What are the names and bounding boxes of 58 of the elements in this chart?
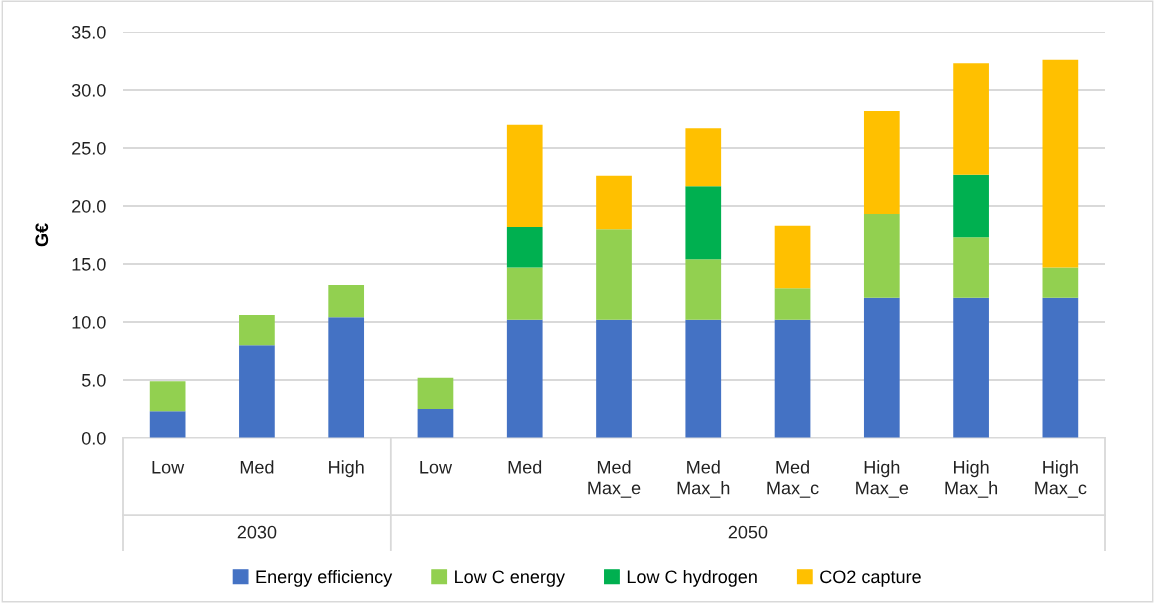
bar <box>953 63 989 175</box>
bar <box>506 124 543 227</box>
y-tick-label: 30.0 <box>71 83 106 97</box>
legend-label: Low C hydrogen <box>627 569 757 587</box>
bar <box>774 319 811 438</box>
bar <box>953 297 989 438</box>
y-tick-label: 10.0 <box>72 315 106 329</box>
bar <box>596 319 632 438</box>
y-tick-label: 15.0 <box>72 257 106 271</box>
y-axis-title: G€ <box>35 223 49 247</box>
y-tick-label: 20.0 <box>72 199 106 213</box>
bar <box>328 317 365 438</box>
bar <box>417 409 454 438</box>
bar <box>685 259 722 320</box>
y-tick-label: 5.0 <box>81 373 106 387</box>
bar <box>685 319 722 438</box>
bar <box>239 345 275 438</box>
y-tick-label: 25.0 <box>72 141 106 155</box>
bar <box>417 377 454 409</box>
bar <box>239 315 275 346</box>
bar <box>596 175 632 230</box>
bar <box>149 381 186 412</box>
bar <box>506 319 543 438</box>
bar <box>863 214 900 298</box>
x-tick-label: High Max_c <box>1035 460 1087 498</box>
y-tick-label: 0.0 <box>81 431 106 445</box>
text: 2030 <box>237 525 277 539</box>
x-tick-label: High <box>329 460 364 478</box>
x-tick-label: High Max_h <box>945 460 998 498</box>
bar <box>953 237 989 298</box>
bar <box>685 186 722 260</box>
bar <box>774 288 811 320</box>
bar <box>1042 59 1079 268</box>
text: 2050 <box>728 525 768 539</box>
bar <box>1042 297 1079 438</box>
bar <box>596 229 632 320</box>
y-tick-label: 35.0 <box>71 25 106 39</box>
bar <box>506 267 543 320</box>
legend-label: Low C energy <box>455 570 565 587</box>
x-tick-label: Med Max_e <box>588 460 641 498</box>
legend-label: Energy efficiency <box>256 569 393 587</box>
x-tick-label: Med <box>508 460 542 474</box>
x-tick-label: Med Max_c <box>767 460 819 498</box>
x-tick-label: Med Max_h <box>677 460 730 498</box>
bar <box>774 225 811 289</box>
legend-label: CO2 capture <box>820 570 921 587</box>
x-tick-label: Low <box>152 460 185 474</box>
bar <box>1042 267 1079 298</box>
x-tick-label: Med <box>240 460 274 474</box>
bar <box>685 128 722 187</box>
bar <box>953 174 989 238</box>
x-tick-label: Low <box>420 460 453 474</box>
bar <box>863 297 900 438</box>
bar <box>149 411 186 438</box>
x-tick-label: High Max_e <box>856 460 909 498</box>
bar <box>328 284 365 318</box>
bar <box>506 226 543 268</box>
bar <box>863 110 900 215</box>
